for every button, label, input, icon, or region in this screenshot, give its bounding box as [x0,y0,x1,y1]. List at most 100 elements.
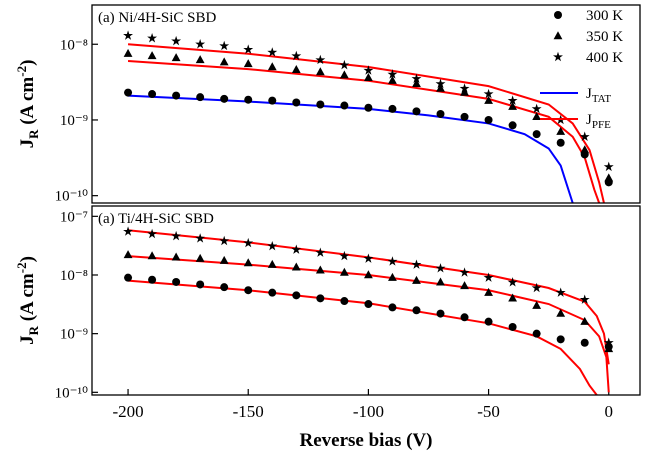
legend-label: JPFE [586,112,611,131]
data-point [339,59,350,70]
data-point [484,95,493,104]
data-point [195,39,206,49]
y-label-end: ) [17,60,38,66]
data-point [412,306,421,315]
data-point [340,297,349,306]
data-point [388,303,397,312]
data-point [267,240,278,251]
data-point [123,250,133,259]
legend-sub: TAT [592,93,612,105]
data-point [460,313,469,322]
plot-frame [91,4,641,204]
data-point [435,78,446,89]
data-point [291,244,302,254]
data-point [436,277,445,286]
data-point [243,59,253,68]
data-point [339,70,349,79]
data-point [219,235,230,246]
data-point [508,293,518,302]
y-label-sup: -2 [14,262,29,273]
points [123,226,614,353]
data-point [339,267,349,276]
y-label-sup: -2 [14,66,29,77]
data-point [604,344,614,353]
fit-line [128,94,574,203]
x-tick-label: -150 [233,402,264,421]
data-point [603,337,614,347]
data-point [147,228,158,239]
x-tick-label: -200 [112,402,143,421]
data-point [484,115,493,124]
data-point [484,317,493,326]
data-point [171,53,181,62]
y-label-main: J [17,335,38,345]
data-point [171,230,182,241]
data-point [460,87,469,96]
x-tick-label: 0 [605,402,614,421]
data-point [243,237,254,248]
legend-label: JTAT [586,86,611,105]
x-tick-label: -50 [477,402,500,421]
data-point [532,130,541,139]
y-tick-label: 10⁻⁹ [60,113,88,129]
data-point [123,226,133,236]
data-point [579,131,590,141]
legend-sub: PFE [592,119,611,131]
data-point [195,233,206,243]
data-point [219,40,230,51]
data-point [364,270,373,279]
y-tick-label: 10⁻⁸ [60,268,88,284]
data-point [435,263,446,273]
points [123,30,614,187]
legend-label: 300 K [586,8,623,24]
data-point [339,250,350,261]
data-point [411,73,422,83]
data-point [531,282,542,293]
data-point [556,308,566,317]
y-tick-label: 10⁻⁷ [60,209,88,225]
y-label-main: J [17,139,38,149]
data-point [364,73,373,82]
y-tick-label: 10⁻¹⁰ [55,189,88,205]
legend-name: J [586,112,592,128]
x-axis-label: Reverse bias (V) [300,430,433,451]
data-point [220,283,229,292]
y-tick-label: 10⁻¹⁰ [55,385,88,401]
data-point [556,138,565,147]
data-point [267,62,277,71]
data-point [459,267,470,277]
data-point [244,286,253,295]
data-point [604,173,614,182]
lines [127,43,605,203]
y-label-unit: (A cm [17,77,38,130]
data-point [556,335,565,344]
data-point [243,258,253,267]
y-tick-label: 10⁻⁹ [60,327,88,343]
data-point [531,103,542,114]
data-point [148,90,157,99]
data-point [483,272,494,282]
data-point [532,112,542,121]
data-point [580,338,589,347]
data-point [292,98,301,107]
data-point [412,107,421,116]
y-label-unit: (A cm [17,273,38,326]
data-point [195,253,205,262]
panel-title: (a) Ti/4H-SiC SBD [98,211,214,227]
y-label-sub: R [26,129,41,139]
data-point [196,93,205,102]
legend-label: 350 K [586,29,623,45]
data-point [268,96,277,105]
data-point [411,259,422,269]
data-point [219,255,229,264]
data-point [172,277,181,286]
legend-marker [553,31,563,40]
data-point [556,126,566,135]
data-point [387,69,398,79]
data-point [459,83,470,93]
data-point [508,322,517,331]
data-point [507,95,518,105]
data-point [363,65,374,75]
panel-title: (a) Ni/4H-SiC SBD [98,10,217,26]
